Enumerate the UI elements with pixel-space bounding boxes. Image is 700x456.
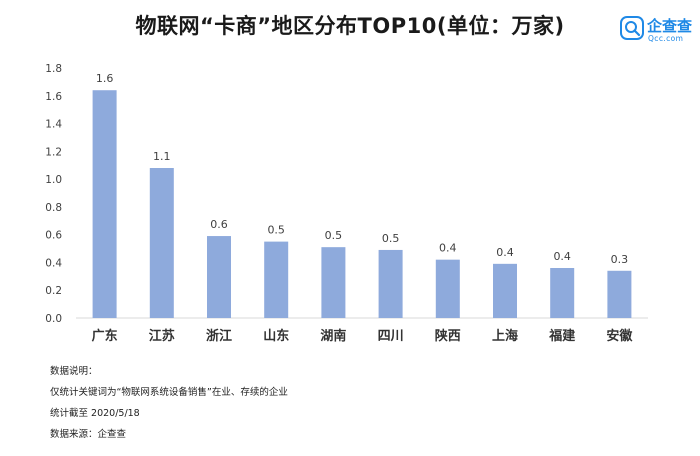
data-label: 0.4 — [553, 250, 571, 263]
x-category-label: 陕西 — [435, 328, 461, 344]
x-category-label: 广东 — [92, 328, 118, 344]
logo-name: 企查查 — [647, 17, 693, 35]
x-category-label: 浙江 — [206, 328, 232, 344]
data-label: 1.1 — [153, 150, 171, 163]
bar-chart: 0.0 0.2 0.4 0.6 0.8 1.0 1.2 1.4 1.6 1.8 1.6 广东 1.1 江苏… — [45, 63, 648, 344]
bar-四川 — [378, 249, 403, 318]
data-label: 0.5 — [382, 232, 400, 245]
bar-安徽 — [607, 270, 632, 318]
data-label: 0.5 — [267, 224, 285, 237]
logo-domain: Qcc.com — [648, 34, 684, 43]
data-label: 0.6 — [210, 218, 228, 231]
chart-title: 物联网“卡商”地区分布TOP10(单位：万家) — [135, 14, 565, 38]
x-category-label: 四川 — [378, 329, 404, 344]
bar-福建 — [550, 268, 575, 318]
bar-广东 — [92, 90, 117, 318]
qcc-logo-icon — [620, 16, 644, 40]
bar-浙江 — [207, 236, 231, 318]
y-tick-label: 1.4 — [45, 119, 62, 131]
y-tick-label: 1.8 — [45, 63, 62, 75]
notes-scope: 仅统计关键词为“物联网系统设备销售”在业、存续的企业 — [50, 387, 288, 398]
bar-陕西 — [435, 259, 460, 318]
bar-上海 — [493, 263, 517, 318]
y-tick-label: 0.0 — [45, 313, 62, 325]
y-tick-label: 1.2 — [45, 146, 62, 158]
x-category-label: 上海 — [492, 328, 518, 344]
y-tick-label: 0.6 — [45, 230, 62, 242]
brand-logo: 企查查 Qcc.com — [620, 14, 698, 46]
y-tick-label: 0.4 — [45, 257, 62, 269]
data-notes: 数据说明： 仅统计关键词为“物联网系统设备销售”在业、存续的企业 统计截至 20… — [50, 366, 288, 450]
y-tick-label: 1.0 — [45, 174, 62, 186]
bar-江苏 — [149, 168, 174, 318]
data-label: 0.4 — [439, 242, 457, 255]
data-label: 0.3 — [611, 253, 629, 266]
x-category-label: 福建 — [548, 328, 575, 344]
x-category-label: 山东 — [263, 328, 289, 344]
y-tick-label: 0.8 — [45, 202, 62, 214]
notes-source: 数据来源：企查查 — [50, 429, 127, 440]
x-category-label: 湖南 — [320, 328, 346, 344]
y-tick-label: 1.6 — [45, 91, 62, 103]
data-label: 0.4 — [496, 246, 514, 259]
x-category-label: 安徽 — [606, 328, 633, 344]
y-tick-label: 0.2 — [45, 285, 62, 297]
x-category-label: 江苏 — [149, 328, 175, 344]
data-label: 0.5 — [325, 229, 343, 242]
notes-cutoff-date: 统计截至 2020/5/18 — [50, 408, 140, 419]
bar-山东 — [264, 241, 289, 318]
bar-湖南 — [321, 247, 346, 318]
data-label: 1.6 — [96, 72, 114, 85]
notes-heading: 数据说明： — [50, 366, 98, 377]
